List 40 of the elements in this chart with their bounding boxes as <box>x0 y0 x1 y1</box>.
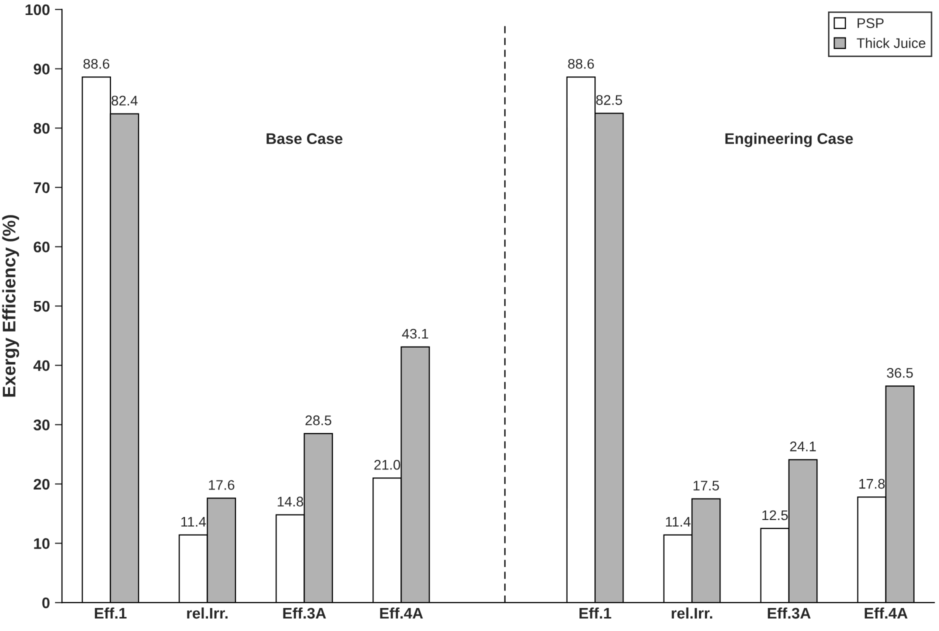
data-label: 88.6 <box>83 58 110 69</box>
y-tick-label: 0 <box>42 597 50 608</box>
x-tick-label: Eff.1 <box>94 607 127 619</box>
y-tick-label: 70 <box>34 182 50 194</box>
x-tick-label: Eff.3A <box>768 607 811 619</box>
y-tick-label: 30 <box>34 420 50 430</box>
data-label: 24.1 <box>790 442 816 452</box>
data-label: 11.4 <box>666 516 691 527</box>
annotation: Engineering Case <box>725 132 853 148</box>
data-label: 14.8 <box>278 496 304 507</box>
data-label: 17.8 <box>859 478 885 489</box>
data-label: 21.0 <box>374 460 400 470</box>
data-label: 82.4 <box>112 96 138 106</box>
legend-label: Thick Juice <box>856 38 926 48</box>
y-tick-label: 100 <box>26 4 50 16</box>
data-label: 17.5 <box>694 480 719 491</box>
y-tick-label: 40 <box>33 360 50 372</box>
x-tick-label: Eff.3A <box>283 607 326 619</box>
y-tick-label: 50 <box>34 300 50 312</box>
data-label: 88.6 <box>568 58 594 69</box>
x-tick-label: rel.Irr. <box>187 607 228 619</box>
data-label: 82.5 <box>596 95 622 105</box>
data-label: 17.6 <box>208 480 234 490</box>
annotation: Base Case <box>266 133 342 144</box>
y-tick-label: 60 <box>34 242 50 252</box>
data-label: 36.5 <box>886 368 913 378</box>
y-tick-label: 80 <box>34 122 50 134</box>
legend-label: PSP <box>858 18 884 28</box>
x-tick-label: Eff.1 <box>580 607 612 619</box>
data-label: 11.4 <box>181 516 206 527</box>
x-tick-label: rel.Irr. <box>672 607 712 619</box>
y-tick-label: 10 <box>34 538 50 549</box>
y-tick-label: 20 <box>34 478 50 490</box>
data-label: 28.5 <box>306 415 332 426</box>
data-label: 43.1 <box>402 328 428 339</box>
x-tick-label: Eff.4A <box>380 607 423 619</box>
y-axis-title: Exergy Efficiency (%) <box>2 215 20 397</box>
data-label: 12.5 <box>762 510 788 520</box>
x-tick-label: Eff.4A <box>864 607 908 619</box>
y-tick-label: 90 <box>34 64 50 74</box>
